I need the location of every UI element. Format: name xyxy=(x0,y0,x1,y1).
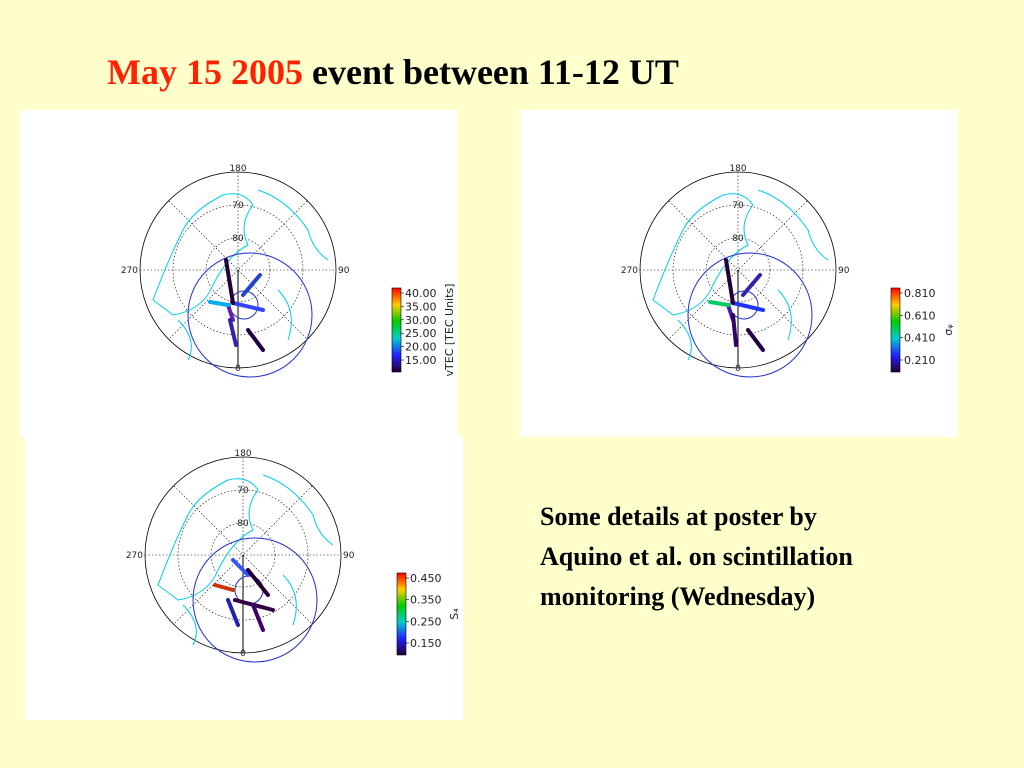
satellite-track xyxy=(241,273,262,297)
satellite-track xyxy=(251,603,265,632)
coverage-circle xyxy=(187,252,313,378)
meridian xyxy=(668,200,808,340)
coastline xyxy=(652,193,754,316)
satellite-track xyxy=(724,258,735,305)
map-label: 270 xyxy=(621,266,638,276)
colorbar-tick-label: 40.00 xyxy=(405,287,437,300)
satellite-track xyxy=(213,583,235,592)
satellite-track xyxy=(231,301,265,312)
map-label: 80 xyxy=(732,234,744,244)
map-label: 180 xyxy=(229,164,246,174)
coastline xyxy=(182,474,334,646)
polar-map xyxy=(139,171,337,378)
note-line: Some details at poster by xyxy=(540,502,817,531)
map-label: 90 xyxy=(343,551,355,561)
colorbar-tick-label: 30.00 xyxy=(405,314,437,327)
satellite-track xyxy=(226,303,235,322)
coastline xyxy=(177,189,329,361)
colorbar-label: S₄ xyxy=(448,608,461,620)
meridian xyxy=(173,485,313,625)
slide-title: May 15 2005 event between 11-12 UT xyxy=(107,52,679,92)
colorbar-tick-label: 0.450 xyxy=(410,572,442,585)
coastline xyxy=(157,478,259,601)
map-label: 80 xyxy=(232,234,244,244)
colorbar-tick-label: 0.610 xyxy=(904,309,936,322)
colorbar-label: vTEC [TEC Units] xyxy=(443,284,456,377)
title-rest: event between 11-12 UT xyxy=(312,52,679,92)
map-label: 270 xyxy=(126,551,143,561)
figures: 180 70 80 270 90 0 40.0035.0030.0025.0020.0015… xyxy=(20,110,957,720)
coverage-circle xyxy=(687,252,813,378)
satellite-track xyxy=(246,568,270,597)
colorbar-tick-label: 0.150 xyxy=(410,637,442,650)
note: Some details at poster by Aquino et al. … xyxy=(540,502,853,611)
colorbar xyxy=(890,287,901,373)
colorbar-tick-label: 25.00 xyxy=(405,327,437,340)
satellite-track xyxy=(731,313,738,347)
satellite-track xyxy=(228,318,238,347)
map-label: 90 xyxy=(338,266,350,276)
figure-panel: 180 70 80 270 90 0 40.0035.0030.0025.0020.0015… xyxy=(20,110,458,437)
colorbar-tick-label: 0.210 xyxy=(904,354,936,367)
satellite-track xyxy=(226,598,240,627)
meridian xyxy=(168,200,308,340)
satellite-track xyxy=(224,258,235,305)
map-label: 270 xyxy=(121,266,138,276)
colorbar-tick-label: 0.250 xyxy=(410,615,442,628)
map-label: 0 xyxy=(235,364,241,374)
map-label: 0 xyxy=(735,364,741,374)
map-label: 0 xyxy=(240,649,246,659)
polar-map xyxy=(639,171,837,378)
satellite-track xyxy=(708,300,730,307)
colorbar-tick-label: 0.810 xyxy=(904,287,936,300)
figure-background xyxy=(20,110,458,437)
colorbar xyxy=(391,287,402,373)
satellite-track xyxy=(741,273,762,297)
note-line: monitoring (Wednesday) xyxy=(540,582,815,611)
map-label: 180 xyxy=(234,449,251,459)
map-label: 70 xyxy=(237,486,249,496)
satellite-track xyxy=(246,328,265,352)
colorbar-tick-label: 35.00 xyxy=(405,300,437,313)
coastline xyxy=(152,193,254,316)
colorbar-tick-label: 15.00 xyxy=(405,354,437,367)
satellite-track xyxy=(731,301,765,312)
satellite-track xyxy=(746,328,765,352)
satellite-track xyxy=(231,558,250,577)
coverage-circle xyxy=(192,537,318,663)
meridian xyxy=(173,485,313,625)
figure-background xyxy=(25,437,463,720)
map-label: 70 xyxy=(732,201,744,211)
map-label: 70 xyxy=(232,201,244,211)
polar-map xyxy=(144,456,342,663)
note-line: Aquino et al. on scintillation xyxy=(540,542,853,571)
coastline xyxy=(677,189,829,361)
satellite-track xyxy=(208,300,230,307)
colorbar-tick-label: 20.00 xyxy=(405,341,437,354)
colorbar-label: σᵩ xyxy=(942,324,955,336)
colorbar-tick-label: 0.350 xyxy=(410,594,442,607)
map-label: 180 xyxy=(729,164,746,174)
meridian xyxy=(168,200,308,340)
title-highlight: May 15 2005 xyxy=(107,52,303,92)
map-label: 90 xyxy=(838,266,850,276)
colorbar-tick-label: 0.410 xyxy=(904,332,936,345)
map-label: 80 xyxy=(237,519,249,529)
meridian xyxy=(668,200,808,340)
figure-panel: 180 70 80 270 90 0 0.810 0.610 0.410 0.210 σᵩ xyxy=(520,110,957,437)
figure-panel: 180 70 80 270 90 0 0.450 0.350 0.250 0.150 S₄ xyxy=(25,437,463,720)
colorbar xyxy=(396,572,407,656)
